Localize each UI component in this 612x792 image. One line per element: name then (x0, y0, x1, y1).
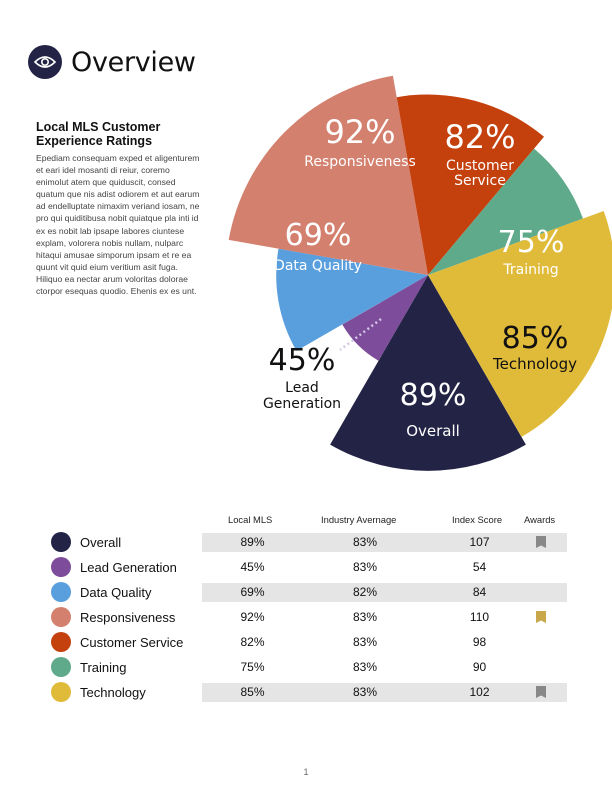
table-row: Customer Service 82% 83% 98 (0, 630, 612, 655)
local-mls-value: 92% (240, 610, 265, 624)
header-awards: Awards (524, 514, 556, 525)
category-name: Technology (80, 685, 146, 700)
index-score-value: 54 (472, 560, 487, 574)
data-label-name-responsiveness: Responsiveness (304, 154, 416, 170)
local-mls-value: 69% (240, 585, 265, 599)
pie-slice-technology (428, 211, 612, 437)
intro-body: Epediam consequam exped et aligenturem e… (36, 153, 200, 297)
local-mls-value: 85% (240, 685, 265, 699)
data-label-name-technology: Technology (492, 355, 577, 373)
local-mls-value: 45% (240, 560, 265, 574)
industry-average-value: 83% (352, 560, 378, 574)
industry-average-value: 83% (352, 635, 378, 649)
category-color-dot (51, 607, 71, 627)
data-label-value-customer-service: 82% (444, 118, 515, 156)
category-name: Customer Service (80, 635, 184, 650)
row-band (202, 683, 567, 702)
category-name: Lead Generation (80, 560, 177, 575)
pie-slice-training (428, 148, 583, 275)
table-row: Responsiveness 92% 83% 110 (0, 605, 612, 630)
data-label-name-overall: Overall (406, 422, 460, 440)
index-score-value: 90 (472, 660, 487, 674)
table-row: Data Quality 69% 82% 84 (0, 580, 612, 605)
category-color-dot (51, 532, 71, 552)
index-score-value: 84 (472, 585, 487, 599)
table-row: Training 75% 83% 90 (0, 655, 612, 680)
category-name: Data Quality (80, 585, 152, 600)
local-mls-value: 82% (240, 635, 265, 649)
category-name: Responsiveness (80, 610, 176, 625)
data-label-value-overall: 89% (400, 378, 467, 413)
table-row: Technology 85% 83% 102 (0, 680, 612, 705)
local-mls-value: 75% (240, 660, 265, 674)
pie-slice-overall (330, 275, 526, 471)
table-row: Overall 89% 83% 107 (0, 530, 612, 555)
header-industry-average: Industry Avernage (321, 514, 397, 525)
lead-generation-leader-line (339, 318, 382, 351)
local-mls-value: 89% (240, 535, 265, 549)
data-label-name-lead-generation-line1: Lead (285, 380, 319, 396)
industry-average-value: 83% (352, 535, 378, 549)
data-label-name-training: Training (502, 262, 558, 278)
pie-slice-lead-generation (342, 275, 428, 361)
intro-heading: Local MLS Customer Experience Ratings (36, 120, 161, 148)
index-score-value: 110 (469, 610, 490, 624)
data-label-value-data-quality: 69% (285, 218, 352, 253)
category-color-dot (51, 557, 71, 577)
header-index-score: Index Score (452, 514, 503, 525)
award-badge-icon (536, 536, 546, 548)
header-local-mls: Local MLS (228, 514, 273, 525)
data-label-name-customer-service-line2: Service (454, 173, 506, 189)
industry-average-value: 83% (352, 685, 378, 699)
header: Overview (28, 44, 196, 80)
category-color-dot (51, 582, 71, 602)
industry-average-value: 82% (352, 585, 378, 599)
category-color-dot (51, 657, 71, 677)
data-label-name-data-quality: Data Quality (274, 258, 362, 274)
pie-slice-data-quality (276, 248, 428, 351)
page-number: 1 (303, 767, 309, 777)
index-score-value: 102 (469, 685, 490, 699)
intro-section: Local MLS Customer Experience Ratings Ep… (36, 120, 204, 297)
row-band (202, 533, 567, 552)
data-label-value-technology: 85% (502, 321, 569, 356)
eye-icon (28, 45, 62, 79)
category-name: Training (80, 660, 127, 675)
index-score-value: 107 (469, 535, 490, 549)
industry-average-value: 83% (352, 610, 378, 624)
award-badge-icon (536, 686, 546, 698)
row-band (202, 583, 567, 602)
data-label-value-lead-generation: 45% (269, 343, 336, 378)
pie-slice-responsiveness (228, 75, 428, 275)
data-label-name-customer-service-line1: Customer (446, 158, 514, 174)
industry-average-value: 83% (352, 660, 378, 674)
category-name: Overall (80, 535, 122, 550)
page-title: Overview (71, 46, 196, 78)
index-score-value: 98 (472, 635, 487, 649)
category-color-dot (51, 682, 71, 702)
data-label-value-responsiveness: 92% (324, 113, 395, 151)
award-badge-icon (536, 611, 546, 623)
data-label-name-lead-generation-line2: Generation (263, 396, 341, 412)
data-label-value-training: 75% (498, 225, 565, 260)
category-color-dot (51, 632, 71, 652)
pie-slice-customer-service (396, 94, 544, 275)
table-row: Lead Generation 45% 83% 54 (0, 555, 612, 580)
